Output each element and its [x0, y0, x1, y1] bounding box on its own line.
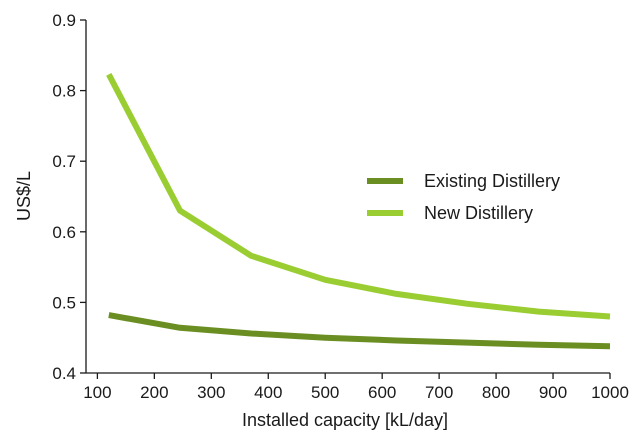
legend: Existing Distillery New Distillery — [367, 171, 560, 223]
legend-label: New Distillery — [424, 203, 533, 223]
x-axis-title: Installed capacity [kL/day] — [242, 410, 448, 430]
x-tick-label: 800 — [482, 383, 510, 402]
y-tick-label: 0.7 — [52, 152, 76, 171]
series-line-new-distillery — [106, 73, 611, 320]
x-tick-label: 500 — [311, 383, 339, 402]
x-tick-label: 900 — [539, 383, 567, 402]
y-axis-title: US$/L — [14, 171, 34, 221]
x-tick-label: 1000 — [591, 383, 629, 402]
x-tick-label: 300 — [197, 383, 225, 402]
x-tick-label: 700 — [425, 383, 453, 402]
y-tick-label: 0.6 — [52, 223, 76, 242]
x-tick-label: 600 — [368, 383, 396, 402]
legend-label: Existing Distillery — [424, 171, 560, 191]
series-line-existing-distillery — [108, 312, 611, 350]
x-tick-label: 100 — [83, 383, 111, 402]
y-tick-label: 0.5 — [52, 293, 76, 312]
y-tick-label: 0.8 — [52, 82, 76, 101]
y-tick-label: 0.4 — [52, 364, 76, 383]
x-tick-label: 200 — [140, 383, 168, 402]
x-tick-label: 400 — [254, 383, 282, 402]
axes — [85, 20, 610, 374]
series-lines — [106, 73, 611, 350]
y-tick-label: 0.9 — [52, 11, 76, 30]
y-ticks: 0.4 0.5 0.6 0.7 0.8 0.9 — [52, 11, 86, 383]
x-ticks: 100 200 300 400 500 600 700 800 900 1000 — [83, 373, 629, 402]
